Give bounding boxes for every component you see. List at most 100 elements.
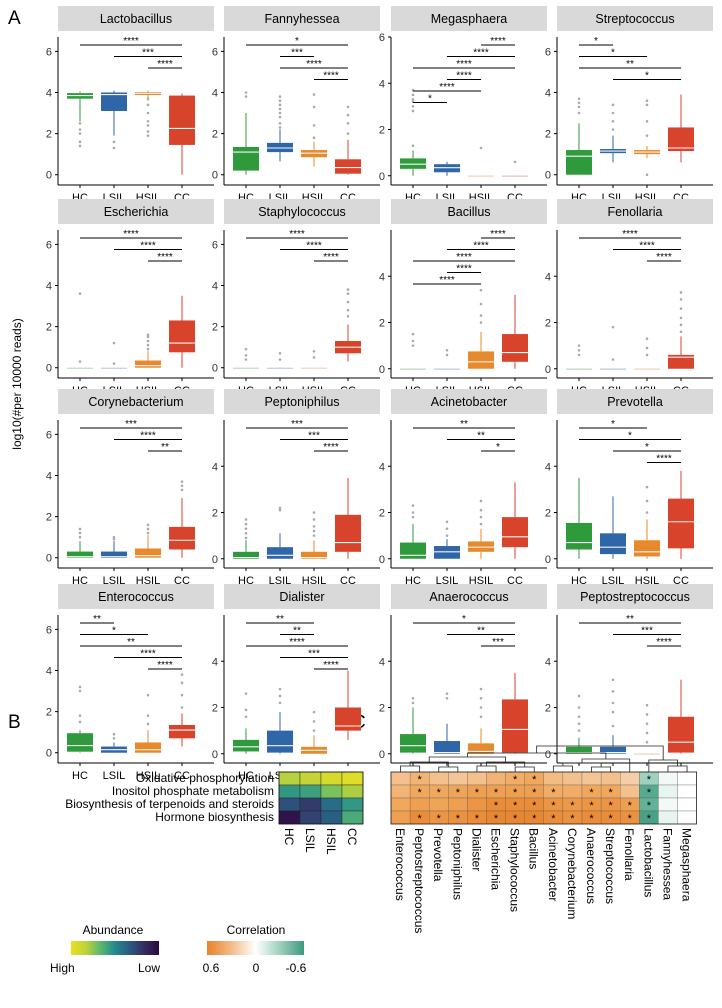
outlier-point (146, 347, 150, 351)
outlier-point (411, 696, 415, 700)
outlier-point (78, 535, 82, 539)
box (301, 551, 327, 559)
outlier-point (411, 504, 415, 507)
correlation-cell (390, 771, 411, 786)
outlier-point (577, 694, 581, 698)
dendrogram-link (552, 765, 573, 772)
significance-label: *** (291, 419, 303, 430)
abundance-high-label: High (50, 961, 75, 975)
outlier-point (645, 740, 649, 744)
outlier-point (479, 321, 483, 324)
y-tick-label: 0 (379, 171, 385, 183)
box (335, 707, 361, 731)
significance-label: * (112, 626, 116, 637)
significance-star: * (418, 774, 423, 786)
y-tick-label: 2 (46, 322, 52, 334)
y-tick-label: 4 (46, 88, 52, 100)
significance-label: **** (157, 252, 173, 263)
group-label: HSIL (324, 828, 338, 855)
x-tick-label: CC (174, 770, 190, 782)
significance-label: **** (456, 59, 472, 70)
outlier-point (146, 111, 150, 115)
panel-strip (557, 199, 713, 224)
significance-star: * (456, 813, 461, 825)
y-tick-label: 0 (545, 364, 551, 376)
outlier-point (146, 124, 150, 127)
outlier-point (312, 356, 316, 359)
correlation-cell (677, 797, 697, 812)
significance-star: * (494, 813, 499, 825)
outlier-point (312, 525, 316, 528)
outlier-point (479, 515, 483, 519)
significance-label: **** (123, 36, 139, 47)
panel-title: Anaerococcus (429, 590, 508, 604)
y-tick-label: 2 (46, 512, 52, 524)
significance-label: ** (93, 614, 101, 625)
significance-label: ** (276, 614, 284, 625)
dendrogram-link (467, 752, 607, 759)
pathway-label: Hormone biosynthesis (155, 810, 274, 824)
significance-star: * (437, 787, 442, 799)
outlier-point (445, 696, 449, 700)
outlier-point (278, 103, 282, 107)
y-tick-label: 2 (379, 703, 385, 715)
correlation-cell (429, 771, 449, 786)
outlier-point (611, 111, 615, 115)
outlier-point (479, 687, 483, 691)
significance-label: **** (656, 454, 672, 465)
outlier-point (78, 360, 82, 363)
outlier-point (78, 292, 82, 296)
genus-label: Anaerococcus (584, 828, 598, 904)
panel-title: Bacillus (447, 205, 490, 219)
genus-label: Staphylococcus (508, 828, 522, 912)
outlier-point (312, 720, 316, 723)
significance-label: ** (293, 626, 301, 637)
outlier-point (645, 722, 649, 725)
outlier-point (445, 534, 449, 537)
significance-label: * (611, 419, 615, 430)
outlier-point (411, 511, 415, 514)
outlier-point (445, 348, 449, 352)
y-tick-label: 2 (545, 318, 551, 330)
outlier-point (146, 523, 150, 527)
box (502, 517, 528, 548)
outlier-point (577, 97, 581, 100)
correlation-cell (448, 797, 468, 812)
outlier-point (645, 337, 649, 340)
significance-label: ** (161, 442, 169, 453)
panel-title: Staphylococcus (258, 205, 346, 219)
group-label: LSIL (303, 828, 317, 853)
outlier-point (411, 93, 415, 97)
outlier-point (244, 354, 248, 357)
outlier-point (278, 701, 282, 705)
significance-star: * (418, 787, 423, 799)
outlier-point (112, 732, 116, 736)
box (169, 95, 195, 145)
correlation-cell (390, 784, 411, 799)
significance-label: *** (492, 637, 504, 648)
y-tick-label: 0 (545, 554, 551, 566)
outlier-point (611, 724, 615, 728)
y-tick-label: 6 (212, 46, 218, 58)
y-tick-label: 4 (212, 656, 218, 668)
outlier-point (611, 325, 615, 329)
genus-label: Enterococcus (393, 828, 407, 901)
outlier-point (278, 111, 282, 115)
box (101, 551, 127, 558)
outlier-point (180, 488, 184, 492)
outlier-point (611, 358, 615, 361)
outlier-point (645, 499, 649, 503)
box (67, 551, 93, 558)
box (233, 739, 259, 752)
outlier-point (679, 330, 683, 334)
x-tick-label: HC (72, 770, 88, 782)
significance-label: * (628, 431, 632, 442)
outlier-point (312, 136, 316, 140)
correlation-cell (658, 797, 678, 812)
y-tick-label: 0 (379, 554, 385, 566)
significance-label: **** (306, 241, 322, 252)
panel-strip (224, 6, 380, 31)
outlier-point (244, 536, 248, 540)
box (400, 158, 426, 169)
